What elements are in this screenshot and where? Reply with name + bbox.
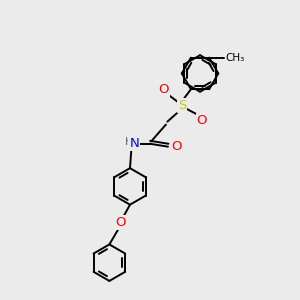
Text: O: O (159, 83, 169, 96)
Text: H: H (125, 137, 133, 147)
Text: O: O (171, 140, 181, 153)
Text: CH₃: CH₃ (226, 52, 245, 63)
Text: N: N (130, 137, 139, 150)
Text: O: O (196, 114, 207, 127)
Text: S: S (178, 99, 186, 112)
Text: O: O (115, 216, 125, 230)
